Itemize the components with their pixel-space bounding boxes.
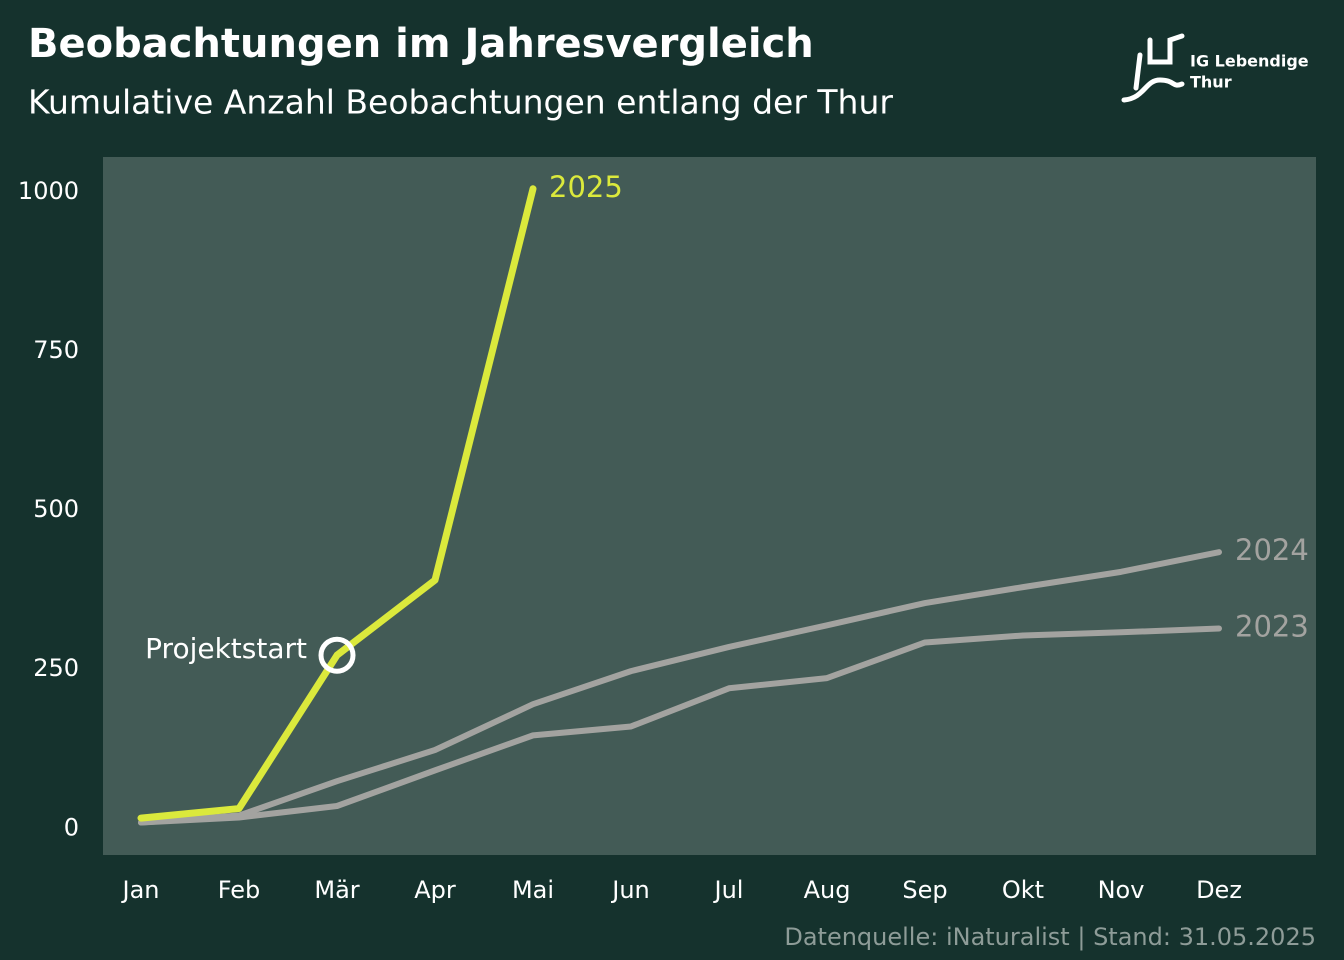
series-label: 2025 (549, 170, 623, 204)
y-tick-label: 250 (33, 654, 79, 682)
logo-wave (1121, 77, 1185, 103)
x-tick-label: Jan (121, 876, 160, 904)
annotation: Projektstart (145, 632, 307, 665)
logo-text: IG Lebendige (1190, 52, 1309, 71)
series-label: 2023 (1235, 609, 1309, 643)
x-tick-label: Sep (902, 876, 947, 904)
logo (1121, 33, 1185, 103)
series-line (138, 625, 1222, 826)
x-tick-label: Mär (314, 876, 359, 904)
plot-area (103, 157, 1316, 855)
y-tick-label: 500 (33, 495, 79, 523)
chart-subtitle: Kumulative Anzahl Beobachtungen entlang … (28, 83, 893, 122)
chart-title: Beobachtungen im Jahresvergleich (28, 21, 814, 67)
logo-mark (1147, 33, 1185, 65)
x-tick-label: Jun (610, 876, 650, 904)
series-line (137, 185, 537, 822)
logo-text: Thur (1190, 73, 1232, 92)
y-tick-label: 0 (64, 813, 79, 841)
x-tick-label: Apr (414, 876, 456, 904)
series-line (138, 549, 1222, 826)
annotation-marker (318, 636, 356, 674)
x-tick-label: Jul (713, 876, 744, 904)
x-tick-label: Mai (512, 876, 554, 904)
x-tick-label: Feb (218, 876, 261, 904)
logo-mark (1133, 52, 1143, 91)
y-tick-label: 750 (33, 336, 79, 364)
x-tick-label: Nov (1098, 876, 1145, 904)
x-tick-label: Dez (1196, 876, 1242, 904)
series-label: 2024 (1235, 533, 1309, 567)
source: Datenquelle: iNaturalist | Stand: 31.05.… (784, 923, 1316, 951)
x-tick-label: Okt (1002, 876, 1044, 904)
y-tick-label: 1000 (18, 177, 79, 205)
x-tick-label: Aug (804, 876, 851, 904)
